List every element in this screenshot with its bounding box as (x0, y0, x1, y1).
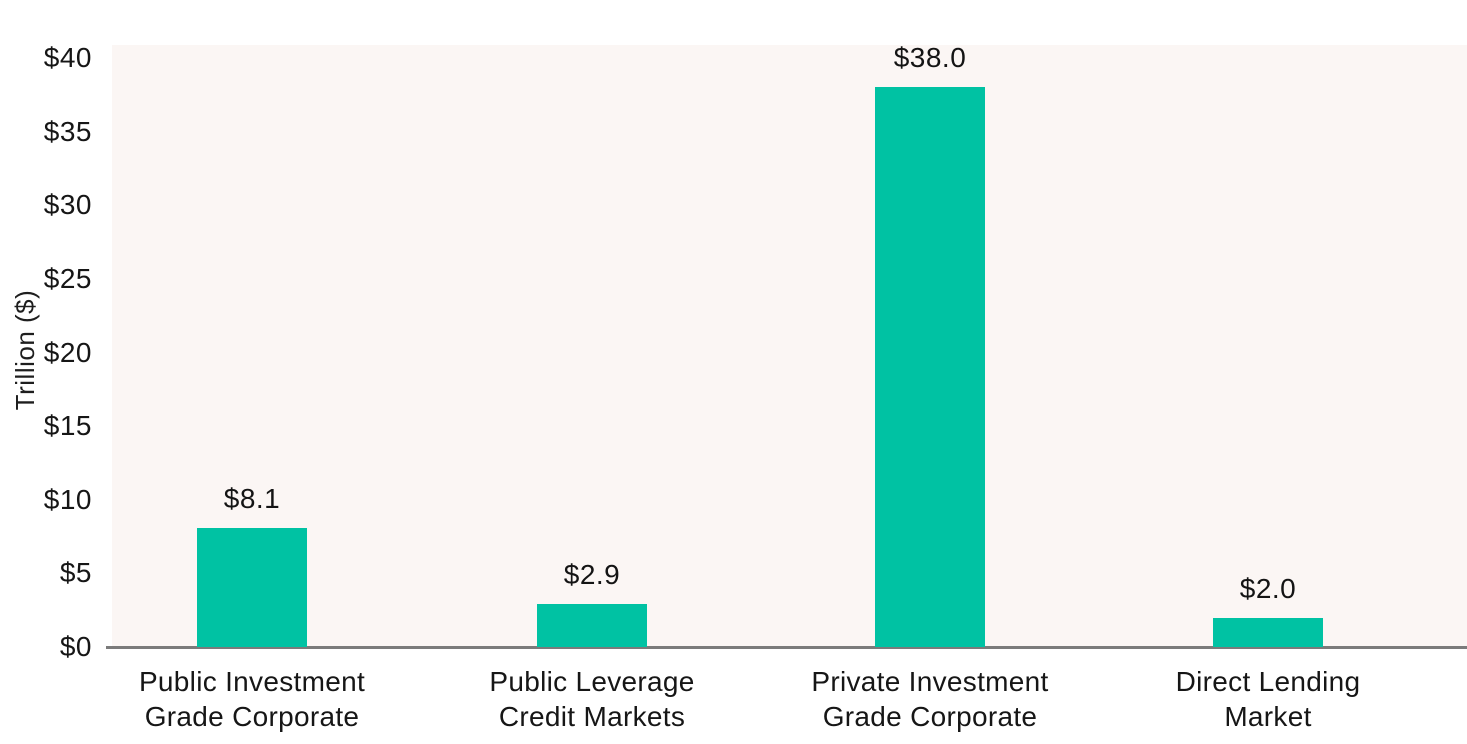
bar (197, 527, 307, 647)
bar-value-label: $2.9 (563, 559, 621, 591)
x-category-label: Public Leverage Credit Markets (489, 666, 695, 732)
bar (537, 604, 647, 647)
bar-value-label: $2.0 (1239, 572, 1297, 604)
y-tick-label: $0 (59, 631, 92, 662)
y-tick-label: $40 (43, 42, 92, 73)
x-category-label: Public Investment Grade Corporate (138, 666, 366, 732)
y-tick-label: $20 (43, 336, 92, 368)
y-tick-label: $15 (43, 410, 92, 442)
y-tick-label: $35 (43, 115, 92, 147)
bar (1213, 617, 1323, 647)
y-tick-label: $10 (43, 483, 92, 515)
bar (875, 87, 985, 647)
y-tick-label: $25 (43, 262, 92, 294)
x-axis-line (106, 646, 1467, 649)
y-tick-label: $5 (59, 557, 92, 589)
bar-value-label: $38.0 (893, 42, 967, 74)
y-tick-label: $30 (43, 189, 92, 221)
plot-area (112, 45, 1467, 648)
x-category-label: Private Investment Grade Corporate (811, 666, 1049, 732)
bar-value-label: $8.1 (223, 482, 281, 514)
x-category-label: Direct Lending Market (1175, 666, 1361, 732)
